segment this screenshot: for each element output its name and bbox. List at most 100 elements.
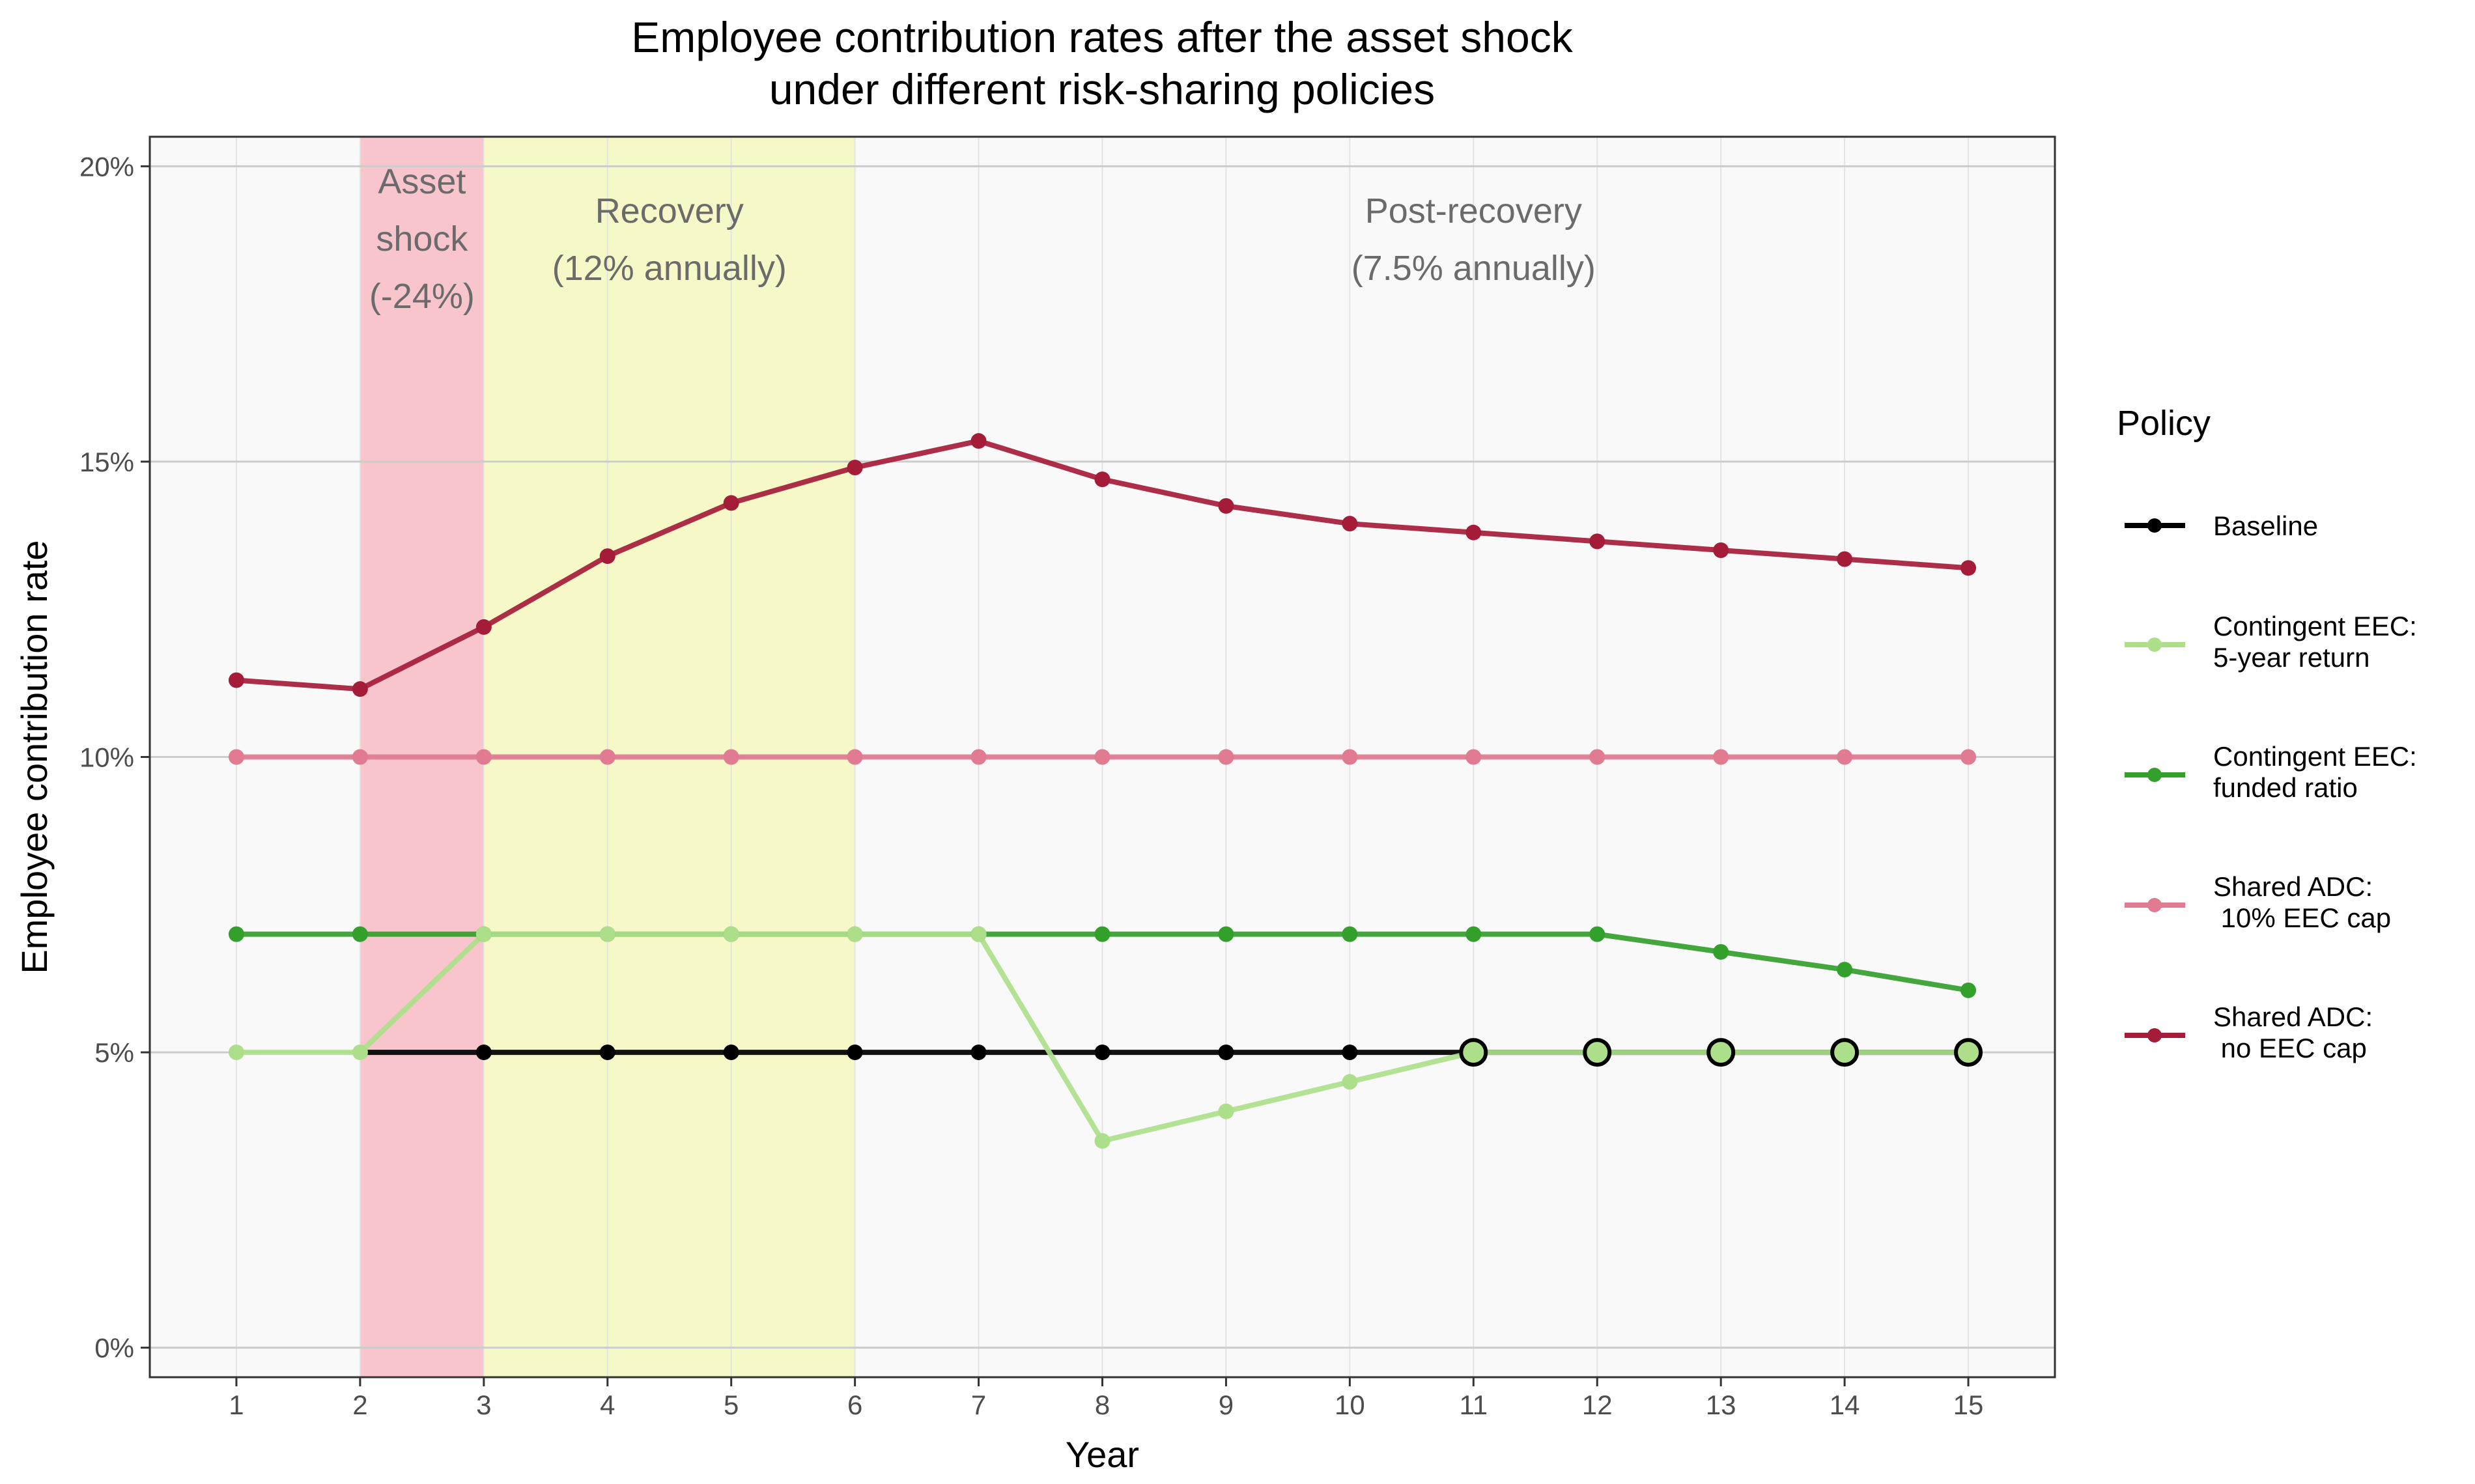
data-point	[1094, 926, 1110, 942]
series-points	[228, 433, 1983, 1149]
data-point	[228, 1044, 244, 1061]
phase-label: shock	[376, 219, 468, 259]
highlight-point	[1954, 1038, 1983, 1067]
legend-label: funded ratio	[2213, 772, 2358, 803]
x-tick-label: 6	[847, 1390, 862, 1420]
phase-label: (7.5% annually)	[1351, 249, 1596, 288]
data-point	[1342, 926, 1358, 942]
highlight-point	[1583, 1038, 1612, 1067]
data-point	[1713, 944, 1729, 960]
data-point	[1837, 962, 1853, 978]
data-point	[1342, 1044, 1358, 1061]
data-point	[1094, 471, 1110, 488]
legend-label: no EEC cap	[2213, 1033, 2367, 1063]
data-point	[228, 926, 244, 942]
data-point	[723, 495, 739, 511]
legend-key-point	[2147, 1028, 2162, 1043]
phase-label: Post-recovery	[1365, 191, 1582, 231]
phase-label: (-24%)	[369, 277, 475, 316]
data-point	[1218, 926, 1234, 942]
legend-item: Contingent EEC:5-year return	[2125, 611, 2417, 673]
y-axis-title: Employee contribution rate	[14, 540, 55, 973]
data-point	[1713, 542, 1729, 558]
legend-key-point	[2147, 768, 2162, 782]
x-tick-label: 12	[1582, 1390, 1613, 1420]
data-point	[352, 926, 368, 942]
highlight-point	[1706, 1038, 1736, 1067]
x-axis-title: Year	[1066, 1434, 1139, 1475]
data-point	[599, 1044, 615, 1061]
legend-key-point	[2147, 518, 2162, 533]
y-tick-label: 15%	[79, 447, 134, 477]
data-point	[475, 1044, 492, 1061]
data-point	[970, 433, 987, 449]
legend-key-point	[2147, 637, 2162, 652]
x-tick-label: 4	[600, 1390, 615, 1420]
data-point	[1960, 560, 1977, 576]
data-point	[1589, 533, 1605, 550]
x-tick-label: 2	[352, 1390, 367, 1420]
data-point	[1465, 749, 1482, 765]
data-point	[228, 749, 244, 765]
data-point	[847, 1044, 863, 1061]
data-point	[475, 619, 492, 635]
x-tick-label: 15	[1953, 1390, 1984, 1420]
y-tick-label: 0%	[94, 1333, 134, 1364]
chart-title-line: under different risk-sharing policies	[769, 65, 1435, 113]
legend-key-point	[2147, 898, 2162, 912]
legend-title: Policy	[2117, 404, 2211, 443]
data-point	[723, 1044, 739, 1061]
legend-label: Shared ADC:	[2213, 871, 2373, 902]
data-point	[352, 681, 368, 697]
chart-title-line: Employee contribution rates after the as…	[631, 13, 1573, 61]
legend-label: 5-year return	[2213, 642, 2369, 673]
chart-title: Employee contribution rates after the as…	[631, 13, 1573, 113]
legend-label: Contingent EEC:	[2213, 741, 2417, 772]
data-point	[475, 749, 492, 765]
data-point	[1960, 982, 1977, 998]
data-point	[352, 1044, 368, 1061]
data-point	[475, 926, 492, 942]
x-tick-label: 8	[1095, 1390, 1110, 1420]
phase-label: Asset	[378, 162, 466, 201]
legend-label: Shared ADC:	[2213, 1001, 2373, 1032]
data-point	[847, 460, 863, 475]
data-point	[847, 926, 863, 942]
legend-label: Baseline	[2213, 511, 2318, 541]
data-point	[1837, 749, 1853, 765]
y-tick-label: 10%	[79, 742, 134, 773]
legend-label: 10% EEC cap	[2213, 903, 2391, 933]
data-point	[1218, 497, 1234, 514]
x-tick-label: 1	[229, 1390, 244, 1420]
highlight-point	[1459, 1038, 1488, 1067]
phase-label: (12% annually)	[552, 249, 787, 288]
legend-item: Baseline	[2125, 511, 2318, 541]
data-point	[1960, 749, 1977, 765]
x-tick-label: 3	[476, 1390, 491, 1420]
y-tick-label: 5%	[94, 1037, 134, 1068]
data-point	[1218, 1044, 1234, 1061]
legend-item: Shared ADC: 10% EEC cap	[2125, 871, 2391, 933]
x-tick-label: 10	[1335, 1390, 1365, 1420]
data-point	[1094, 749, 1110, 765]
x-tick-label: 7	[971, 1390, 986, 1420]
data-point	[228, 672, 244, 688]
legend-label: Contingent EEC:	[2213, 611, 2417, 641]
phase-label: Recovery	[595, 191, 744, 231]
data-point	[1094, 1133, 1110, 1149]
data-point	[1342, 516, 1358, 532]
x-tick-label: 9	[1219, 1390, 1234, 1420]
data-point	[1589, 926, 1605, 942]
data-point	[1837, 551, 1853, 567]
data-point	[1465, 524, 1482, 540]
data-point	[1094, 1044, 1110, 1061]
x-tick-label: 13	[1706, 1390, 1736, 1420]
data-point	[847, 749, 863, 765]
data-point	[599, 548, 615, 565]
x-tick-label: 5	[724, 1390, 739, 1420]
legend-item: Shared ADC: no EEC cap	[2125, 1001, 2373, 1063]
data-point	[352, 749, 368, 765]
data-point	[599, 926, 615, 942]
data-point	[1218, 749, 1234, 765]
